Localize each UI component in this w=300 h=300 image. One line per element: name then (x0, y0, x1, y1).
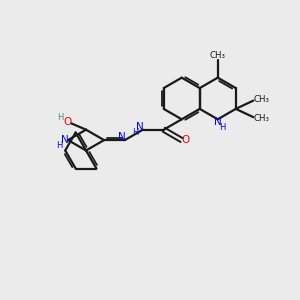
Text: N: N (118, 132, 126, 142)
Text: N: N (136, 122, 144, 132)
Text: H: H (220, 123, 226, 132)
Text: CH₃: CH₃ (254, 95, 269, 104)
Text: O: O (182, 135, 190, 145)
Text: N: N (214, 117, 222, 127)
Text: O: O (63, 118, 72, 128)
Text: H: H (57, 113, 64, 122)
Text: CH₃: CH₃ (210, 50, 226, 59)
Text: H: H (56, 140, 62, 149)
Text: CH₃: CH₃ (254, 114, 269, 123)
Text: N: N (61, 135, 69, 145)
Text: H: H (132, 128, 138, 137)
